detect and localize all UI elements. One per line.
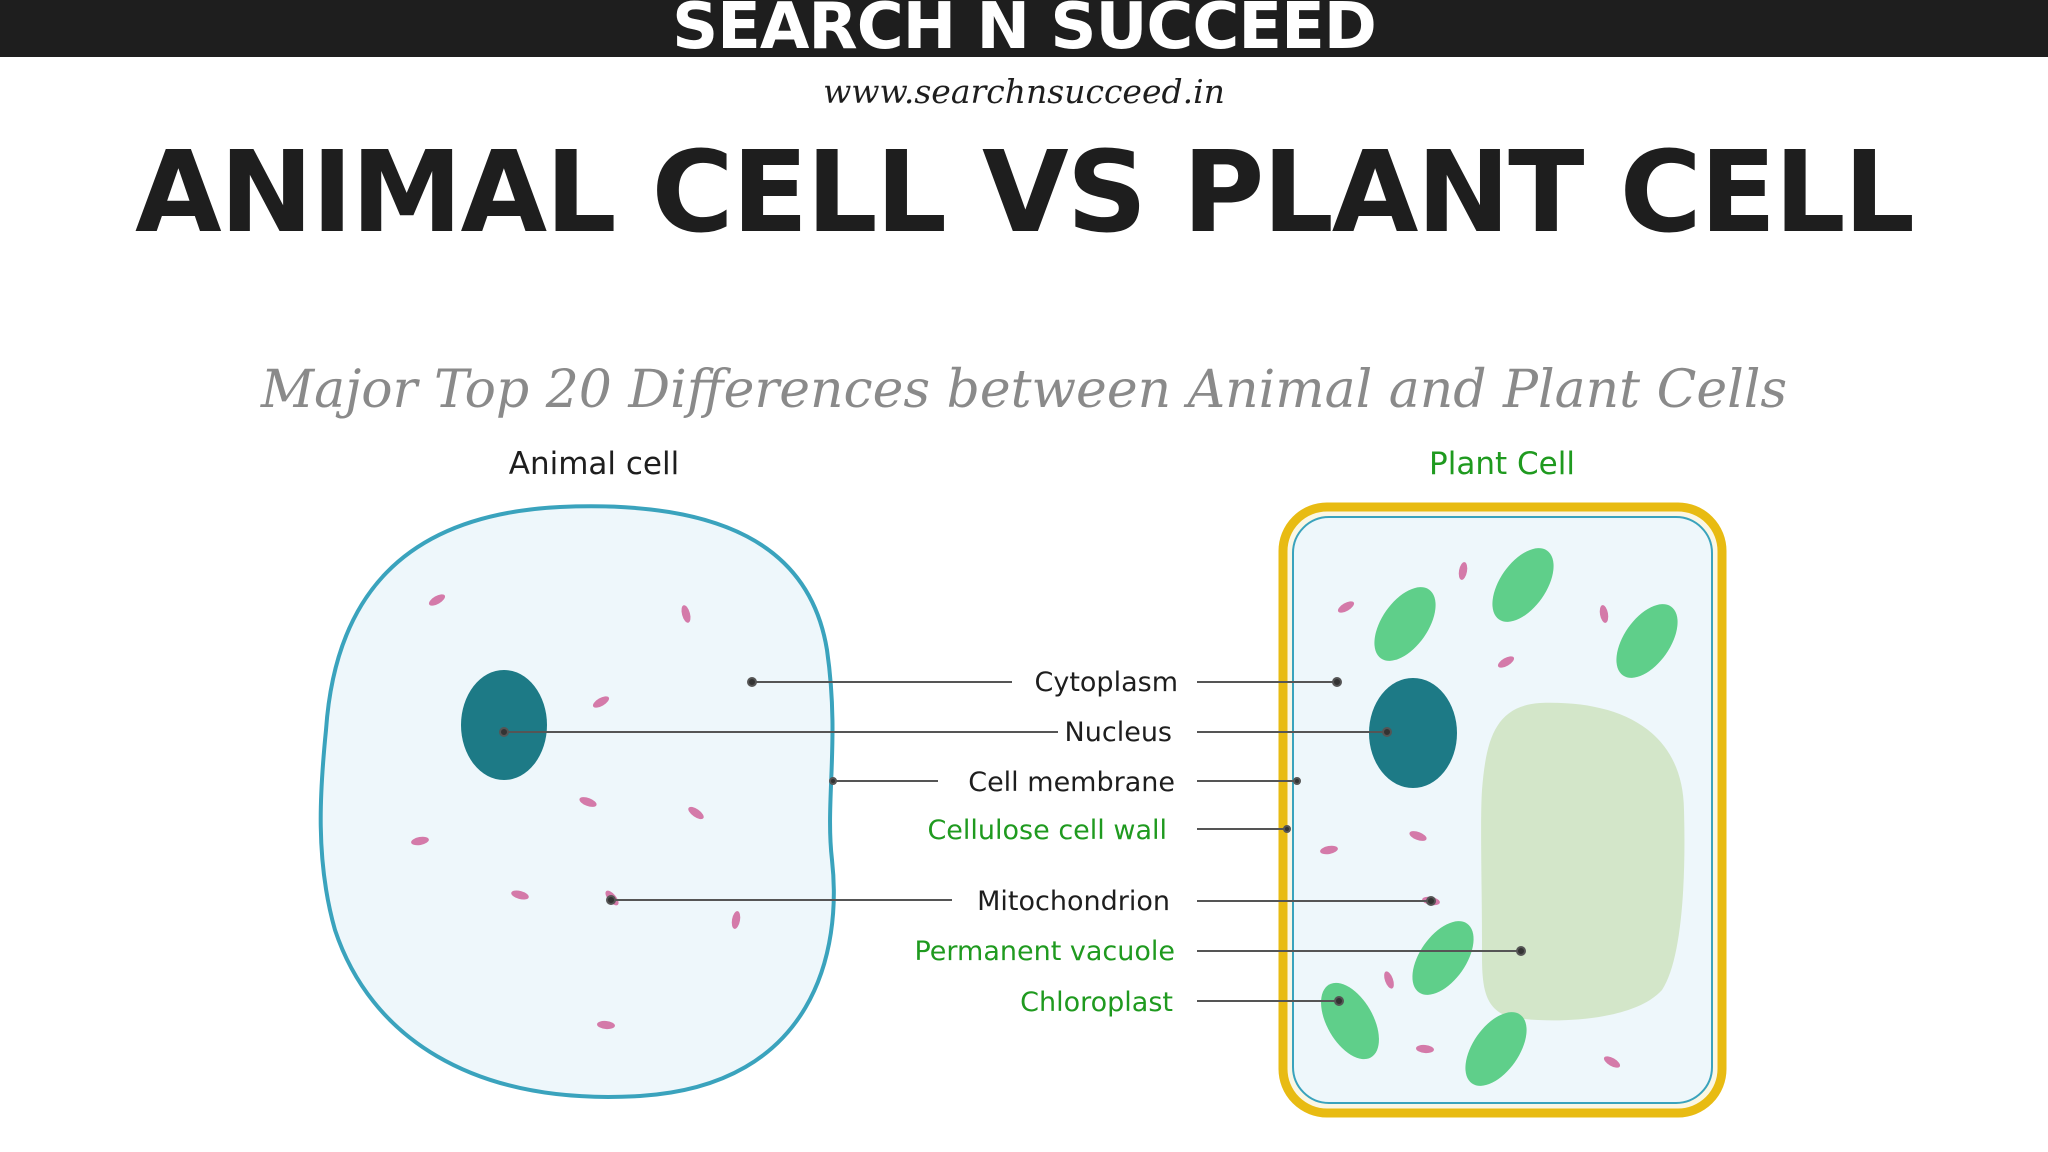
plant-vacuole xyxy=(1481,702,1685,1021)
animal-cell xyxy=(318,504,836,1099)
plant-cell xyxy=(1278,502,1727,1118)
animal-nucleus xyxy=(461,670,547,780)
brand-name: SEARCH N SUCCEED xyxy=(672,0,1377,64)
animal-cell-membrane xyxy=(318,504,836,1099)
label-mitochondrion: Mitochondrion xyxy=(977,886,1170,917)
label-permanent-vacuole: Permanent vacuole xyxy=(914,936,1175,967)
label-cellulose-cell-wall: Cellulose cell wall xyxy=(927,815,1167,846)
page-subtitle: Major Top 20 Differences between Animal … xyxy=(260,360,1788,420)
label-chloroplast: Chloroplast xyxy=(1020,987,1173,1018)
animal-leader-lines xyxy=(499,677,1058,905)
plant-cell-caption: Plant Cell xyxy=(1429,446,1575,482)
label-nucleus: Nucleus xyxy=(1065,717,1172,748)
plant-leader-lines xyxy=(1197,677,1526,1006)
label-cell-membrane: Cell membrane xyxy=(968,767,1175,798)
plant-nucleus xyxy=(1369,678,1457,788)
top-banner: SEARCH N SUCCEED xyxy=(0,0,2048,62)
page-title: ANIMAL CELL VS PLANT CELL xyxy=(134,128,1915,258)
website-url[interactable]: www.searchnsucceed.in xyxy=(823,72,1225,111)
plant-chloroplasts xyxy=(1321,548,1678,1086)
label-cytoplasm: Cytoplasm xyxy=(1035,667,1179,698)
animal-cell-caption: Animal cell xyxy=(509,446,679,482)
diagram-labels: Cytoplasm Nucleus Cell membrane Cellulos… xyxy=(914,667,1178,1018)
animal-mitochondria xyxy=(411,594,741,1030)
